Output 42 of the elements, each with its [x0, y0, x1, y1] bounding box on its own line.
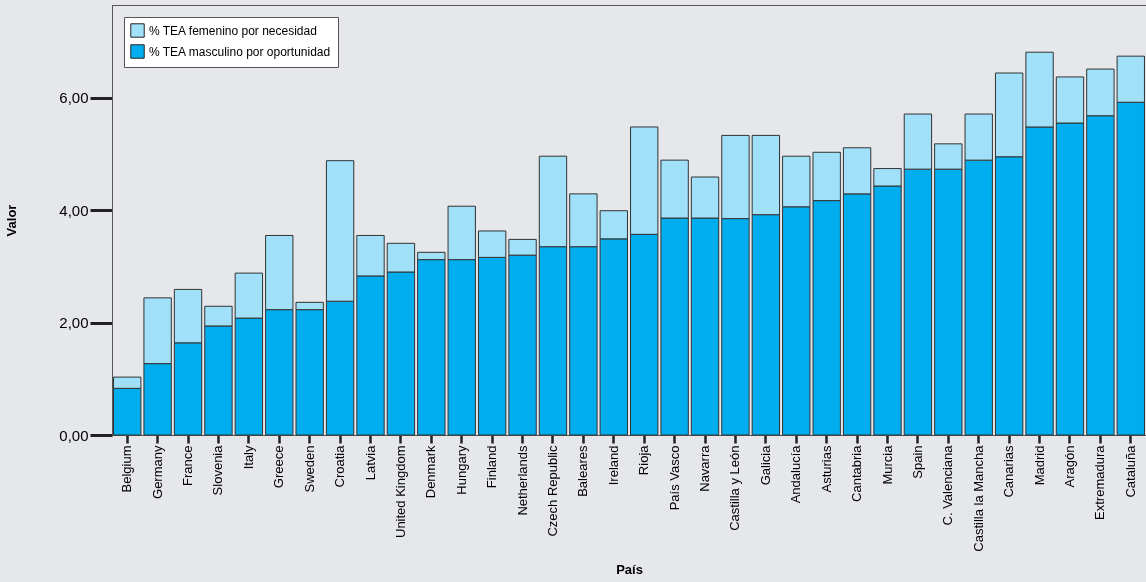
x-tick-label: France [180, 445, 196, 486]
y-axis-title: Valor [4, 204, 20, 237]
x-tick-label: Spain [909, 445, 925, 479]
x-tick-label: Cataluña [1122, 444, 1138, 498]
x-tick-label: Extremadura [1092, 444, 1108, 520]
x-tick-label: Slovenia [210, 444, 226, 496]
x-tick-label: País Vasco [666, 445, 682, 511]
y-tick-label: 0,00 [59, 426, 89, 444]
x-tick-label: Finland [484, 445, 500, 489]
x-tick-label: Madrid [1031, 445, 1047, 486]
x-tick-label: Aragón [1061, 445, 1077, 488]
x-tick-label: Galicia [757, 444, 773, 486]
x-tick-label: Czech Republic [544, 445, 560, 537]
x-tick-label: Murcia [879, 444, 895, 485]
x-tick-label: Italy [240, 445, 256, 470]
x-tick-label: Castilla y León [727, 445, 743, 531]
x-tick-label: Baleares [575, 445, 591, 497]
x-tick-label: Castilla la Mancha [970, 444, 986, 552]
y-tick-label: 4,00 [59, 201, 89, 219]
y-tick-label: 6,00 [59, 89, 89, 107]
x-tick-label: Asturias [818, 445, 834, 493]
x-tick-label: Cantabria [849, 444, 865, 502]
x-tick-label: Andalucía [788, 444, 804, 504]
x-tick-label: Latvia [362, 444, 378, 481]
legend-label: % TEA masculino por oportunidad [149, 44, 331, 59]
x-tick-label: Ireland [605, 445, 621, 486]
x-tick-label: Navarra [697, 444, 713, 492]
x-tick-label: C. Valenciana [940, 444, 956, 526]
x-axis-title: País [616, 561, 643, 577]
x-tick-label: Germany [149, 445, 165, 499]
x-tick-label: Hungary [453, 445, 469, 495]
x-tick-label: Netherlands [514, 445, 530, 516]
x-tick-label: Canarias [1001, 445, 1017, 498]
y-tick-label: 2,00 [59, 314, 89, 332]
x-tick-label: Denmark [423, 445, 439, 499]
legend-label: % TEA femenino por necesidad [149, 23, 317, 38]
x-tick-label: Sweden [301, 445, 317, 493]
x-tick-label: Greece [271, 445, 287, 489]
x-tick-label: Rioja [636, 444, 652, 476]
x-tick-label: Croatia [332, 444, 348, 488]
x-tick-label: United Kingdom [392, 445, 408, 538]
x-tick-label: Belgium [119, 445, 135, 493]
